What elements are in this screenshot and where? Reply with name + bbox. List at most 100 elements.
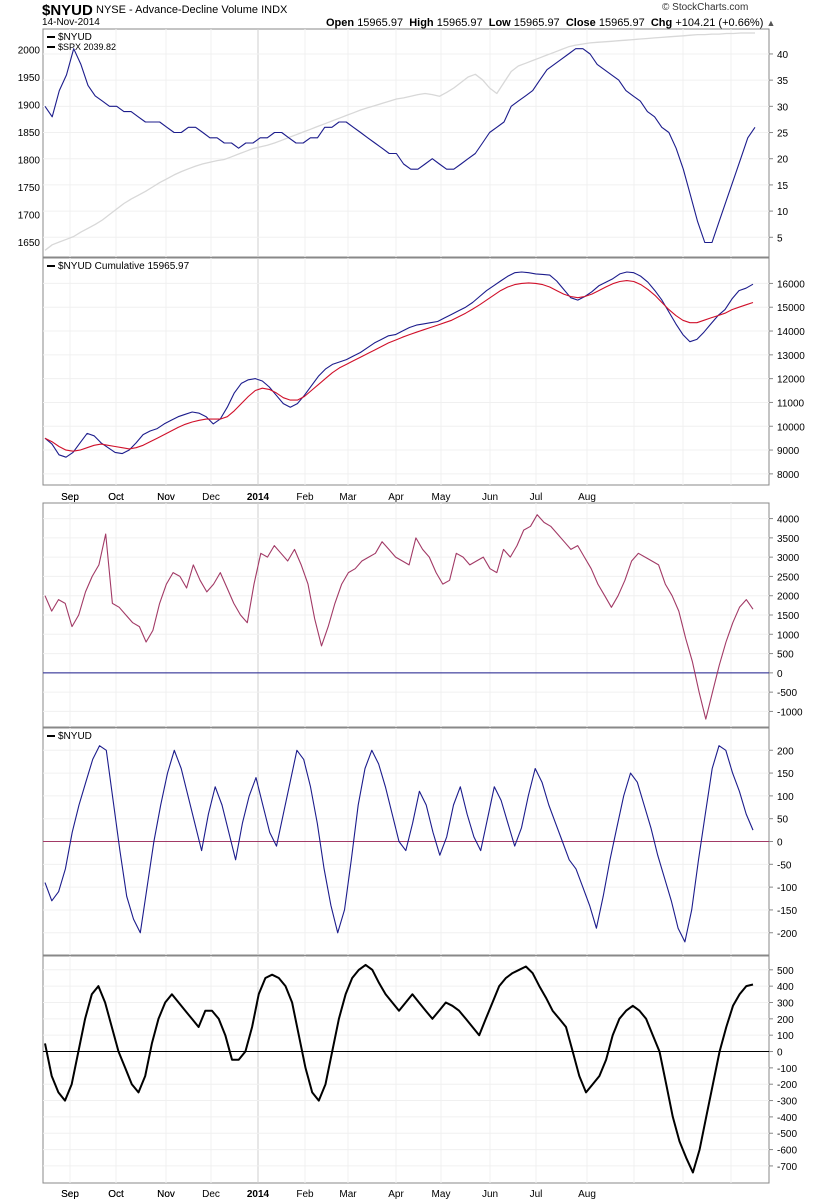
low-label: Low (488, 17, 511, 29)
series-line (44, 963, 754, 1174)
y-tick-label: 50 (777, 815, 789, 826)
y-tick-label: 100 (777, 792, 794, 803)
x-axis-label: Oct (108, 492, 124, 503)
series-line (44, 48, 756, 244)
y-tick-label: -500 (777, 688, 797, 699)
open-label: Open (326, 17, 355, 29)
brand-logo: © StockCharts.com (662, 2, 749, 13)
y-left-tick-label: 1750 (18, 183, 41, 194)
y-left-tick-label: 1900 (18, 101, 41, 112)
x-axis-label: Nov (157, 1189, 175, 1200)
y-tick-label: -150 (777, 906, 797, 917)
y-tick-label: 35 (777, 76, 789, 87)
x-axis-label: Feb (296, 492, 314, 503)
y-tick-label: 200 (777, 746, 794, 757)
y-tick-label: 14000 (777, 327, 805, 338)
x-axis-label: Oct (108, 1189, 124, 1200)
y-tick-label: 0 (777, 1048, 783, 1059)
panel-frame (42, 955, 770, 1184)
high-value: 15965.97 (436, 17, 483, 29)
y-tick-label: 300 (777, 998, 794, 1009)
x-axis-label: Sep (61, 492, 79, 503)
x-axis-label: Dec (202, 492, 220, 503)
y-tick-label: 500 (777, 650, 794, 661)
y-tick-label: 9000 (777, 446, 800, 457)
y-tick-label: -500 (777, 1129, 797, 1140)
x-axis-label: Jul (530, 492, 543, 503)
y-tick-label: 3000 (777, 553, 800, 564)
symbol-title: $NYUD (42, 2, 93, 19)
y-tick-label: 12000 (777, 375, 805, 386)
x-axis-label: Jun (482, 1189, 498, 1200)
x-axis-label: Oct (108, 492, 124, 503)
y-tick-label: 400 (777, 982, 794, 993)
chg-value: +104.21 (+0.66%) (675, 17, 764, 29)
series-line (44, 514, 754, 720)
legend-entry: $NYUD (58, 731, 92, 742)
y-tick-label: 1000 (777, 630, 800, 641)
y-left-tick-label: 1950 (18, 73, 41, 84)
panel-frame (42, 257, 770, 486)
y-tick-label: -100 (777, 883, 797, 894)
collapse-triangle-icon[interactable]: ▲ (766, 18, 776, 28)
y-tick-label: 16000 (777, 279, 805, 290)
x-axis-label: 2014 (247, 492, 270, 503)
x-axis-label: Dec (202, 1189, 220, 1200)
y-left-tick-label: 1700 (18, 211, 41, 222)
y-tick-label: 13000 (777, 351, 805, 362)
y-left-tick-label: 1850 (18, 128, 41, 139)
y-tick-label: 1500 (777, 611, 800, 622)
symbol-description: NYSE - Advance-Decline Volume INDX (96, 4, 288, 16)
x-axis-label: Apr (388, 492, 404, 503)
series-line (44, 271, 754, 458)
x-axis-label: Aug (578, 1189, 596, 1200)
x-axis-label: Apr (388, 1189, 404, 1200)
x-axis-label: Sep (61, 1189, 79, 1200)
high-label: High (409, 17, 434, 29)
y-tick-label: 30 (777, 102, 789, 113)
y-tick-label: 0 (777, 669, 783, 680)
x-axis-label: May (432, 1189, 451, 1200)
y-tick-label: -1000 (777, 707, 803, 718)
legend-entry: $SPX 2039.82 (58, 42, 116, 52)
open-value: 15965.97 (357, 17, 404, 29)
y-tick-label: 100 (777, 1031, 794, 1042)
y-tick-label: -100 (777, 1064, 797, 1075)
x-axis-label: Jun (482, 492, 498, 503)
y-left-tick-label: 1650 (18, 238, 41, 249)
x-axis-label: Feb (296, 1189, 314, 1200)
y-tick-label: 20 (777, 155, 789, 166)
y-tick-label: 11000 (777, 398, 805, 409)
y-tick-label: -200 (777, 1080, 797, 1091)
y-tick-label: 4000 (777, 515, 800, 526)
y-left-tick-label: 1800 (18, 156, 41, 167)
y-tick-label: 3500 (777, 534, 800, 545)
y-tick-label: -300 (777, 1097, 797, 1108)
chart-date: 14-Nov-2014 (42, 17, 100, 28)
x-axis-label: Nov (157, 1189, 175, 1200)
ohlc-readout: Open 15965.97 High 15965.97 Low 15965.97… (326, 17, 775, 29)
y-tick-label: 500 (777, 966, 794, 977)
legend-entry: $NYUD Cumulative 15965.97 (58, 261, 190, 272)
y-tick-label: 15 (777, 181, 789, 192)
y-tick-label: 40 (777, 50, 789, 61)
y-tick-label: 8000 (777, 470, 800, 481)
y-tick-label: 25 (777, 129, 789, 140)
y-tick-label: 15000 (777, 303, 805, 314)
series-line (44, 32, 755, 251)
panel-frame (42, 28, 770, 258)
close-label: Close (565, 17, 596, 29)
x-axis-label: Nov (157, 492, 175, 503)
y-tick-label: -700 (777, 1162, 797, 1173)
y-tick-label: 5 (777, 233, 783, 244)
chg-label: Chg (650, 17, 673, 29)
legend-entry: $NYUD (58, 32, 92, 43)
x-axis-label: Nov (157, 492, 175, 503)
y-tick-label: 150 (777, 769, 794, 780)
low-value: 15965.97 (513, 17, 560, 29)
y-tick-label: -50 (777, 860, 792, 871)
close-value: 15965.97 (598, 17, 645, 29)
y-tick-label: 10000 (777, 422, 805, 433)
y-tick-label: 10 (777, 207, 789, 218)
